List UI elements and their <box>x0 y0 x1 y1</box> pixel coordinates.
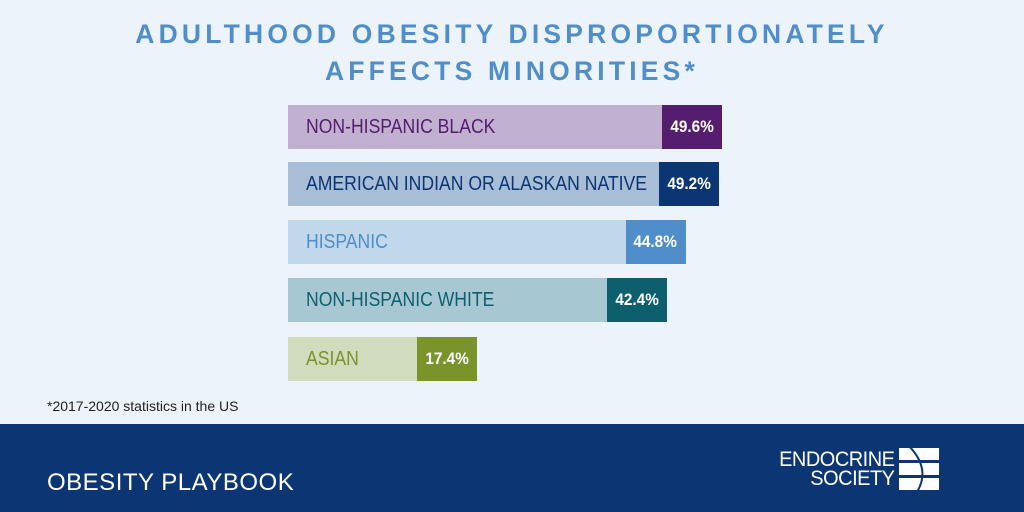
bar-non-hispanic-black: NON-HISPANIC BLACK 49.6% <box>288 105 723 149</box>
footer-banner: OBESITY PLAYBOOK ENDOCRINE SOCIETY <box>0 424 1024 512</box>
bar-label-segment: HISPANIC <box>288 220 626 264</box>
logo-line-2: SOCIETY <box>810 467 895 490</box>
logo-text: ENDOCRINE SOCIETY <box>773 448 895 490</box>
bar-hispanic: HISPANIC 44.8% <box>288 220 686 264</box>
footnote: *2017-2020 statistics in the US <box>47 398 239 414</box>
bar-value-segment: 42.4% <box>607 278 668 322</box>
bar-category-label: ASIAN <box>306 347 359 370</box>
bar-value-segment: 49.2% <box>659 162 719 206</box>
bar-category-label: HISPANIC <box>306 230 388 253</box>
chart-title: ADULTHOOD OBESITY DISPROPORTIONATELY AFF… <box>10 16 1014 90</box>
endocrine-society-logo[interactable]: ENDOCRINE SOCIETY <box>773 448 939 490</box>
footer-title: OBESITY PLAYBOOK <box>47 469 295 496</box>
bar-label-segment: ASIAN <box>288 337 417 381</box>
bar-non-hispanic-white: NON-HISPANIC WHITE 42.4% <box>288 278 668 322</box>
bar-label-segment: AMERICAN INDIAN OR ALASKAN NATIVE <box>288 162 659 206</box>
bar-value-segment: 44.8% <box>625 220 686 264</box>
endocrine-society-mark-icon <box>898 448 939 490</box>
bar-asian: ASIAN 17.4% <box>288 337 477 381</box>
bar-value-label: 44.8% <box>633 232 678 251</box>
title-line-1: ADULTHOOD OBESITY DISPROPORTIONATELY <box>135 19 889 49</box>
bar-label-segment: NON-HISPANIC BLACK <box>288 105 663 149</box>
bar-american-indian-or-alaskan-native: AMERICAN INDIAN OR ALASKAN NATIVE 49.2% <box>288 162 719 206</box>
bar-value-label: 49.6% <box>670 117 714 136</box>
bar-value-label: 17.4% <box>425 349 469 368</box>
bar-category-label: AMERICAN INDIAN OR ALASKAN NATIVE <box>306 172 647 195</box>
bar-chart: NON-HISPANIC BLACK 49.6% AMERICAN INDIAN O… <box>288 105 723 381</box>
bar-category-label: NON-HISPANIC BLACK <box>306 115 496 138</box>
logo-line-1: ENDOCRINE <box>779 448 895 471</box>
title-line-2: AFFECTS MINORITIES* <box>324 56 700 86</box>
bar-value-label: 42.4% <box>615 290 659 309</box>
bar-value-segment: 49.6% <box>662 105 723 149</box>
bar-value-label: 49.2% <box>667 174 711 193</box>
bar-value-segment: 17.4% <box>417 337 477 381</box>
bar-category-label: NON-HISPANIC WHITE <box>306 288 495 311</box>
bar-label-segment: NON-HISPANIC WHITE <box>288 278 608 322</box>
